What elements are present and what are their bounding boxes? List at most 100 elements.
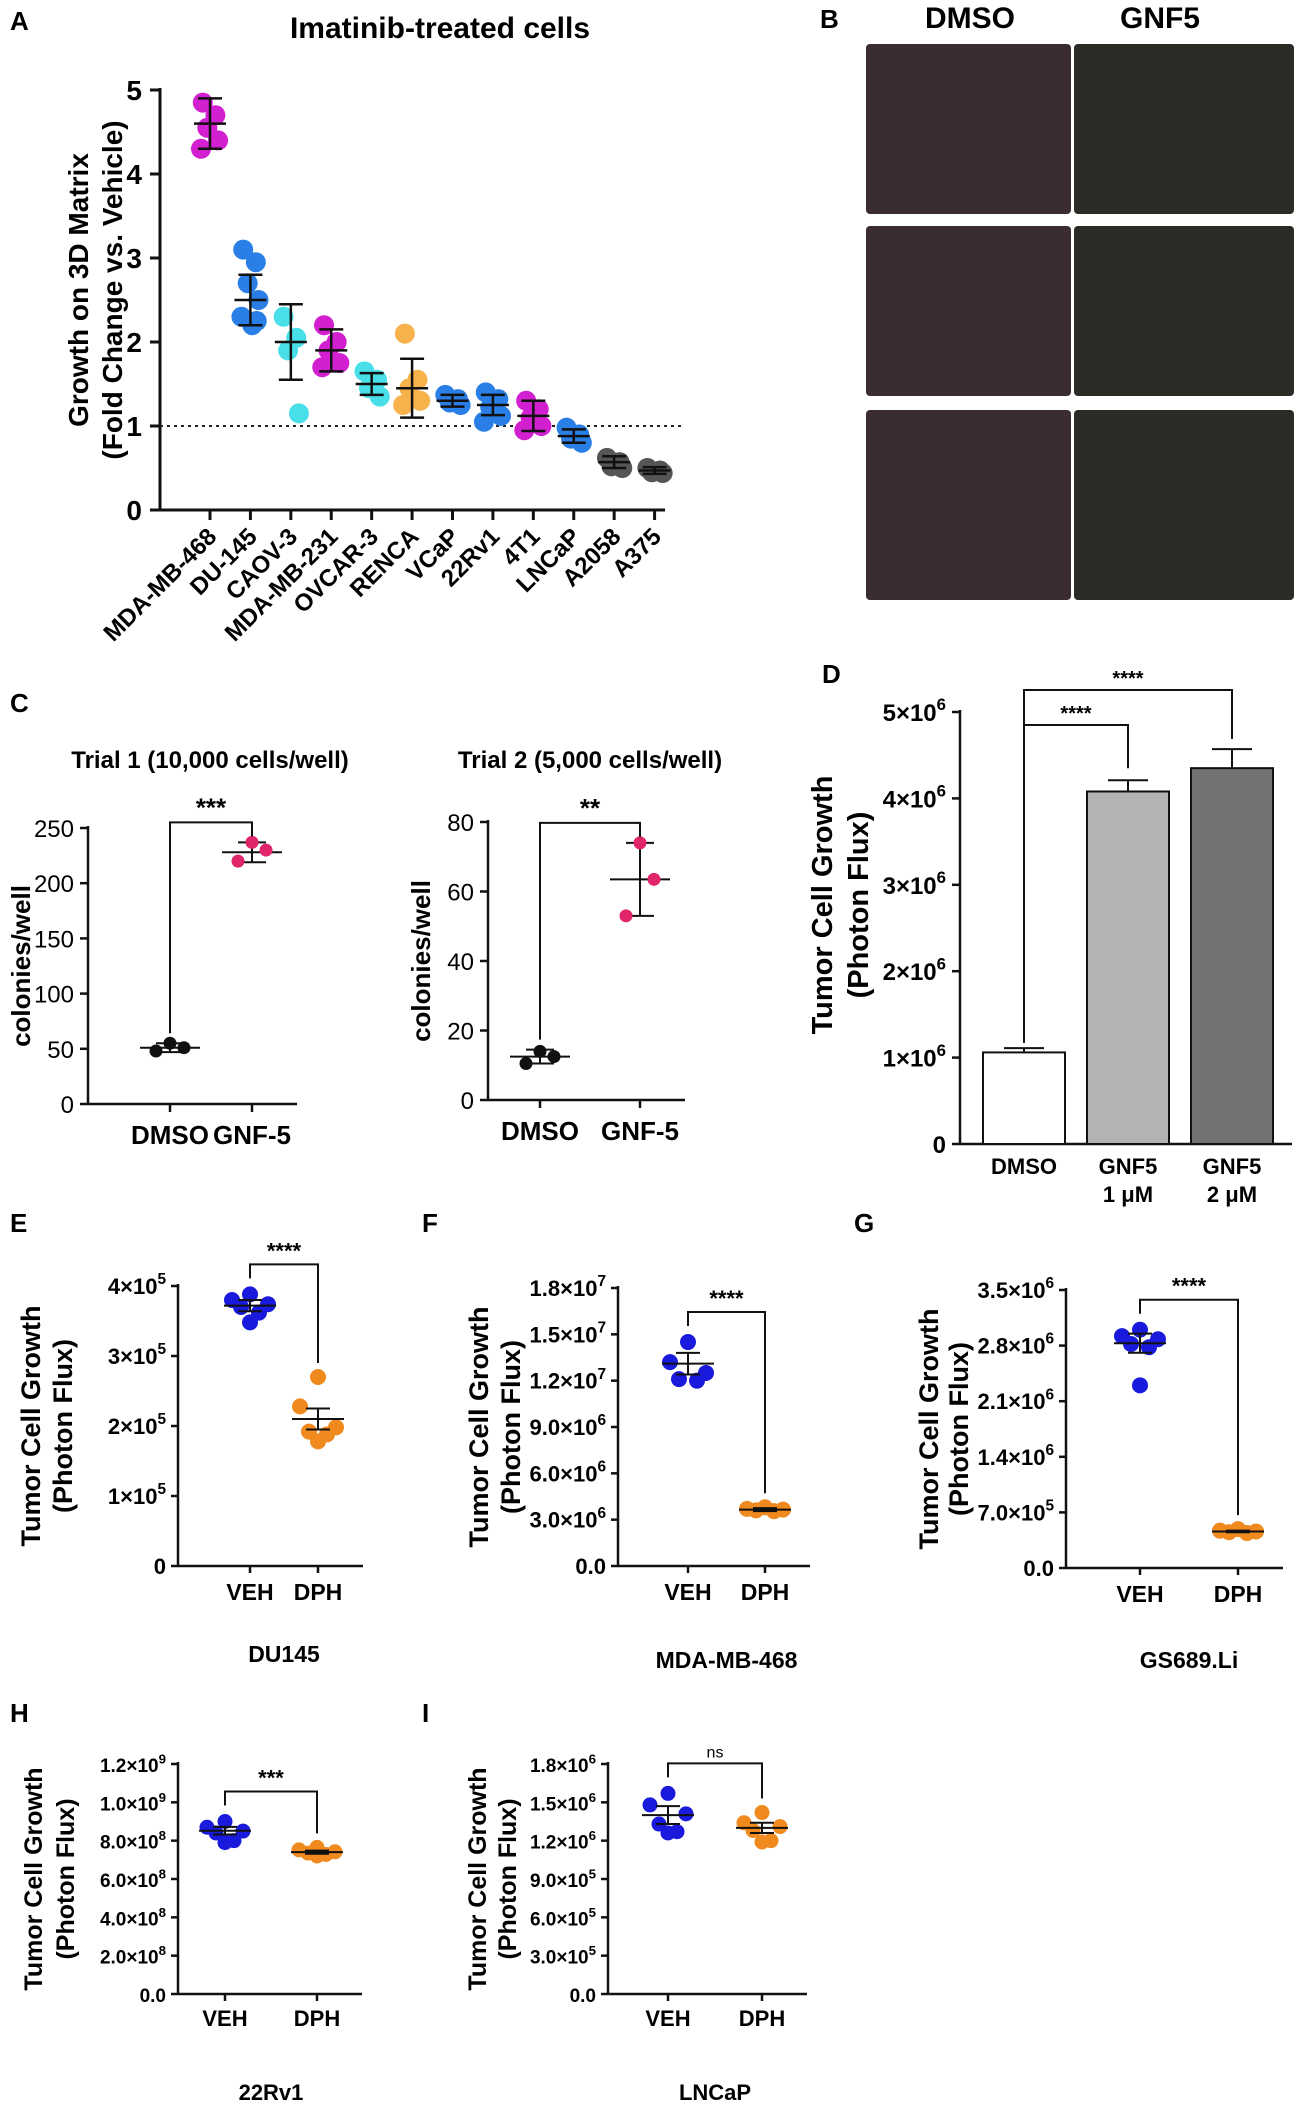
small-sig-bracket: [667, 1762, 763, 1799]
dish-dmso-3: [866, 410, 1071, 600]
small-sig-bracket: [249, 1263, 319, 1363]
small-point: [754, 1834, 770, 1850]
small-ylabel-1: Tumor Cell Growth: [464, 1767, 492, 1990]
small-point: [233, 1299, 249, 1315]
a-ytick-label: 0: [126, 495, 142, 526]
d-sig-label-2: ****: [1112, 668, 1143, 690]
small-xtick-label: DPH: [741, 1579, 790, 1605]
panel-b-letter: B: [820, 4, 839, 34]
c-point: [633, 836, 647, 850]
small-sig-label: ***: [258, 1766, 284, 1791]
panel-b-gnf5-label: GNF5: [1120, 2, 1200, 35]
small-ytick-label: 1.5×107: [530, 1319, 606, 1347]
small-sig-bracket: [687, 1311, 766, 1494]
small-point: [208, 1825, 224, 1841]
small-ytick-label: 1.2×109: [100, 1751, 166, 1777]
c-point: [231, 854, 245, 868]
small-panel-letter: I: [422, 1698, 429, 1728]
small-panel-letter: H: [10, 1698, 29, 1728]
a-ytick-label: 4: [126, 159, 142, 190]
dish-dmso-2: [866, 226, 1071, 396]
c-point: [245, 835, 259, 849]
small-sig-label: ****: [709, 1286, 744, 1311]
panel-d-letter: D: [822, 659, 841, 689]
small-ytick-label: 6.0×105: [530, 1905, 597, 1931]
small-xtick-label: VEH: [202, 2006, 247, 2031]
small-sig-bracket: [224, 1790, 318, 1834]
small-ytick-label: 2.0×108: [100, 1943, 166, 1969]
small-point: [1132, 1377, 1148, 1394]
small-ytick-label: 0.0: [140, 1986, 166, 2007]
dish-gnf5-1: [1074, 44, 1294, 214]
small-ytick-label: 2.8×106: [978, 1331, 1054, 1359]
a-point: [278, 340, 299, 361]
small-ylabel-2: (Photon Flux): [52, 1798, 80, 1959]
panel-c-letter: C: [10, 688, 29, 718]
c-xtick-label: GNF-5: [213, 1120, 291, 1150]
small-point: [242, 1286, 258, 1303]
c-point: [547, 1050, 561, 1064]
small-point: [678, 1806, 694, 1822]
small-ytick-label: 3×105: [108, 1341, 167, 1369]
c-point: [533, 1044, 547, 1058]
small-point: [310, 1433, 326, 1450]
c-point: [519, 1057, 533, 1071]
a-point: [473, 411, 494, 432]
dish-gnf5-2: [1074, 226, 1294, 396]
c-ytick-label: 50: [47, 1037, 74, 1064]
d-ytick-label: 2×106: [883, 954, 946, 986]
a-point: [208, 130, 229, 151]
small-ytick-label: 9.0×106: [530, 1412, 606, 1440]
c-ytick-label: 0: [461, 1088, 474, 1115]
small-xtick-label: VEH: [226, 1579, 273, 1605]
small-point: [772, 1819, 788, 1835]
panel-b-dmso-label: DMSO: [925, 2, 1015, 35]
small-ylabel-2: (Photon Flux): [494, 1798, 522, 1959]
small-point: [292, 1398, 308, 1415]
dish-gnf5-3: [1074, 410, 1294, 600]
c-sig-bracket: [539, 821, 641, 1040]
small-caption: GS689.Li: [1140, 1647, 1238, 1673]
a-point: [410, 390, 431, 411]
panel-d-ylabel-1: Tumor Cell Growth: [807, 776, 839, 1035]
d-xtick-label: GNF5: [1099, 1154, 1158, 1179]
a-point: [369, 386, 390, 407]
c-ytick-label: 80: [447, 810, 474, 837]
d-xtick-label: GNF5: [1203, 1154, 1262, 1179]
small-ytick-label: 9.0×105: [530, 1866, 597, 1892]
c-ytick-label: 0: [61, 1092, 74, 1119]
d-ytick-label: 5×106: [883, 695, 946, 727]
d-xtick-label-2: 1 μM: [1103, 1182, 1153, 1207]
panel-a-chart: 012345MDA-MB-468DU-145CAOV-3MDA-MB-231OV…: [98, 75, 685, 647]
small-ytick-label: 2×105: [108, 1411, 167, 1439]
small-sig-label: ****: [1172, 1274, 1207, 1299]
panel-c-chart: Trial 1 (10,000 cells/well) colonies/well…: [6, 747, 722, 1150]
c-sig-bracket: [169, 821, 253, 1034]
small-ytick-label: 7.0×105: [978, 1498, 1055, 1526]
d-ytick-label: 4×106: [883, 782, 946, 814]
c-point: [163, 1036, 177, 1050]
a-point: [329, 353, 350, 373]
c-ytick-label: 20: [447, 1019, 474, 1046]
d-bar: [1086, 790, 1170, 1145]
small-ytick-label: 0.0: [575, 1554, 606, 1579]
panel-d-chart: 0 1×106 2×106 3×106 4×106 5×106 DMSO GNF5 1 μM GN…: [883, 668, 1292, 1207]
small-caption: MDA-MB-468: [656, 1647, 798, 1673]
small-ytick-label: 0.0: [1023, 1556, 1054, 1581]
small-point: [680, 1334, 696, 1351]
small-ytick-label: 8.0×108: [100, 1828, 166, 1854]
d-sig-bracket-1: [1023, 724, 1129, 1043]
a-point: [312, 357, 333, 378]
a-ytick-label: 2: [126, 327, 142, 358]
small-ylabel-1: Tumor Cell Growth: [914, 1309, 944, 1550]
c-point: [149, 1044, 163, 1058]
small-ytick-label: 3.5×106: [978, 1275, 1054, 1303]
c-point: [619, 909, 633, 923]
small-ytick-label: 2.1×106: [978, 1386, 1054, 1414]
small-point: [745, 1822, 761, 1838]
panel-d-ylabel-2: (Photon Flux): [843, 812, 875, 999]
panel-a-ylabel-1: Growth on 3D Matrix: [63, 153, 94, 427]
small-caption: LNCaP: [679, 2080, 751, 2104]
small-ylabel-1: Tumor Cell Growth: [464, 1307, 494, 1548]
